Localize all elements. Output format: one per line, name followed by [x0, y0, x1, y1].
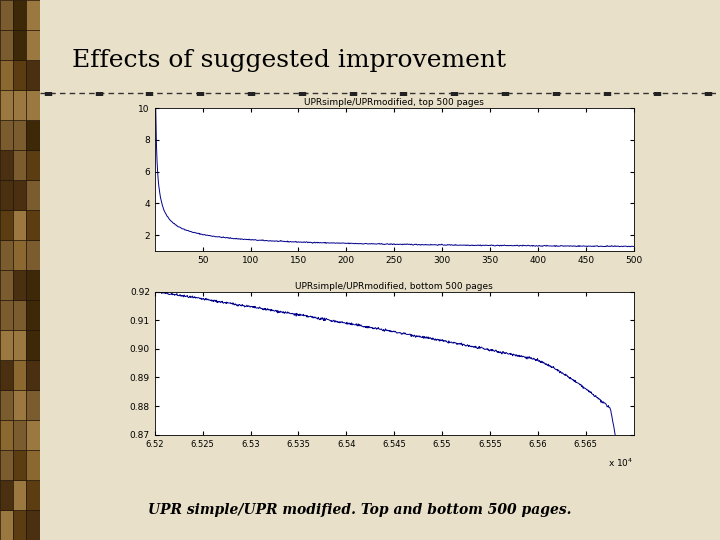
- Bar: [27, 480, 40, 510]
- Bar: [27, 150, 40, 180]
- Text: x 10$^4$: x 10$^4$: [608, 457, 634, 469]
- Bar: [27, 120, 40, 150]
- Bar: [0, 0, 13, 30]
- Bar: [27, 510, 40, 540]
- Bar: [13, 270, 27, 300]
- Bar: [27, 360, 40, 390]
- Bar: [0, 30, 13, 60]
- Bar: [13, 30, 27, 60]
- Bar: [0, 360, 13, 390]
- Bar: [13, 90, 27, 120]
- Bar: [27, 270, 40, 300]
- Bar: [27, 390, 40, 420]
- Bar: [27, 450, 40, 480]
- Bar: [0, 240, 13, 270]
- Bar: [27, 210, 40, 240]
- Bar: [13, 510, 27, 540]
- Bar: [13, 300, 27, 330]
- Bar: [27, 90, 40, 120]
- Bar: [0, 300, 13, 330]
- Title: UPRsimple/UPRmodified, top 500 pages: UPRsimple/UPRmodified, top 500 pages: [305, 98, 484, 107]
- Bar: [27, 60, 40, 90]
- Bar: [0, 180, 13, 210]
- Text: UPR simple/UPR modified. Top and bottom 500 pages.: UPR simple/UPR modified. Top and bottom …: [148, 503, 572, 517]
- Bar: [27, 180, 40, 210]
- Text: Effects of suggested improvement: Effects of suggested improvement: [72, 49, 506, 72]
- Bar: [0, 60, 13, 90]
- Bar: [0, 90, 13, 120]
- Bar: [0, 450, 13, 480]
- Bar: [13, 210, 27, 240]
- Bar: [13, 450, 27, 480]
- Bar: [0, 270, 13, 300]
- Bar: [0, 510, 13, 540]
- Bar: [0, 420, 13, 450]
- Bar: [0, 150, 13, 180]
- Bar: [27, 330, 40, 360]
- Bar: [0, 480, 13, 510]
- Bar: [13, 0, 27, 30]
- Bar: [13, 60, 27, 90]
- Bar: [13, 120, 27, 150]
- Bar: [13, 390, 27, 420]
- Bar: [13, 360, 27, 390]
- Bar: [0, 390, 13, 420]
- Bar: [27, 30, 40, 60]
- Bar: [27, 0, 40, 30]
- Bar: [27, 240, 40, 270]
- Bar: [13, 240, 27, 270]
- Title: UPRsimple/UPRmodified, bottom 500 pages: UPRsimple/UPRmodified, bottom 500 pages: [295, 282, 493, 291]
- Bar: [0, 120, 13, 150]
- Bar: [13, 150, 27, 180]
- Bar: [13, 420, 27, 450]
- Bar: [27, 420, 40, 450]
- Bar: [13, 180, 27, 210]
- Bar: [27, 300, 40, 330]
- Bar: [0, 210, 13, 240]
- Bar: [0, 330, 13, 360]
- Bar: [13, 330, 27, 360]
- Bar: [13, 480, 27, 510]
